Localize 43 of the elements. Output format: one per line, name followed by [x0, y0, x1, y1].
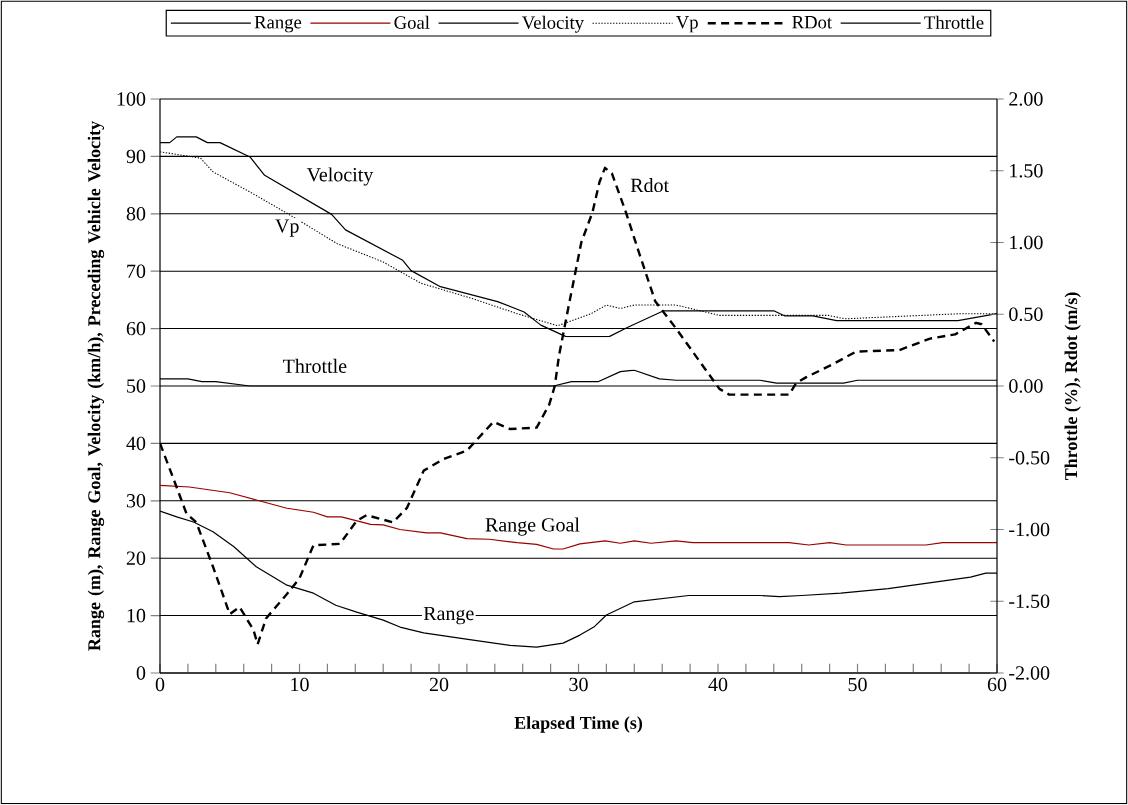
annotation: Rdot — [630, 178, 669, 193]
y-tick-label: 40 — [126, 436, 146, 451]
y2-axis-title: Throttle (%), Rdot (m/s) — [1064, 292, 1081, 481]
annotation: Throttle — [282, 358, 347, 373]
y2-tick-label: -1.50 — [1009, 594, 1050, 609]
y-tick-label: 10 — [127, 608, 146, 623]
x-tick-label: 10 — [291, 677, 309, 692]
annotation: Velocity — [306, 167, 374, 186]
annotation: Range Goal — [485, 517, 580, 536]
y2-tick-label: 2.00 — [1009, 92, 1043, 106]
y-tick-label: 60 — [126, 321, 146, 336]
annotation: Vp — [275, 219, 299, 237]
x-tick-label: 60 — [987, 677, 1007, 692]
y-tick-label: 20 — [126, 551, 146, 565]
legend-label: Velocity — [522, 15, 584, 33]
y-tick-label: 0 — [136, 666, 146, 680]
y-tick-label: 70 — [127, 264, 146, 278]
x-tick-label: 50 — [848, 677, 867, 692]
y-tick-label: 100 — [117, 92, 146, 106]
legend-label: RDot — [792, 16, 832, 29]
y-tick-label: 90 — [126, 149, 146, 164]
y-tick-label: 80 — [126, 207, 146, 221]
x-tick-label: 20 — [429, 677, 449, 692]
y2-tick-label: -0.50 — [1009, 450, 1050, 465]
legend-label: Goal — [394, 15, 430, 29]
x-axis-title: Elapsed Time (s) — [514, 716, 643, 733]
y2-tick-label: -2.00 — [1009, 666, 1050, 680]
y2-tick-label: -1.00 — [1009, 522, 1050, 537]
annotation: Range — [423, 606, 474, 625]
y2-tick-label: 0.00 — [1009, 379, 1043, 393]
y2-tick-label: 1.00 — [1010, 235, 1043, 250]
legend-label: Vp — [675, 16, 698, 33]
legend-label: Range — [254, 16, 302, 33]
line-series — [160, 484, 998, 550]
y2-tick-label: 0.50 — [1009, 307, 1043, 322]
y-tick-label: 30 — [126, 494, 146, 508]
x-tick-label: 40 — [708, 677, 728, 692]
y-axis-title: Range (m), Range Goal, Velocity (km/h), Preceding Vehicle Velocity — [87, 121, 105, 651]
y2-tick-label: 1.50 — [1010, 163, 1043, 178]
x-tick-label: 30 — [569, 677, 588, 692]
legend-label: Throttle — [924, 15, 984, 29]
y-tick-label: 50 — [127, 379, 146, 393]
x-tick-label: 0 — [155, 677, 165, 692]
